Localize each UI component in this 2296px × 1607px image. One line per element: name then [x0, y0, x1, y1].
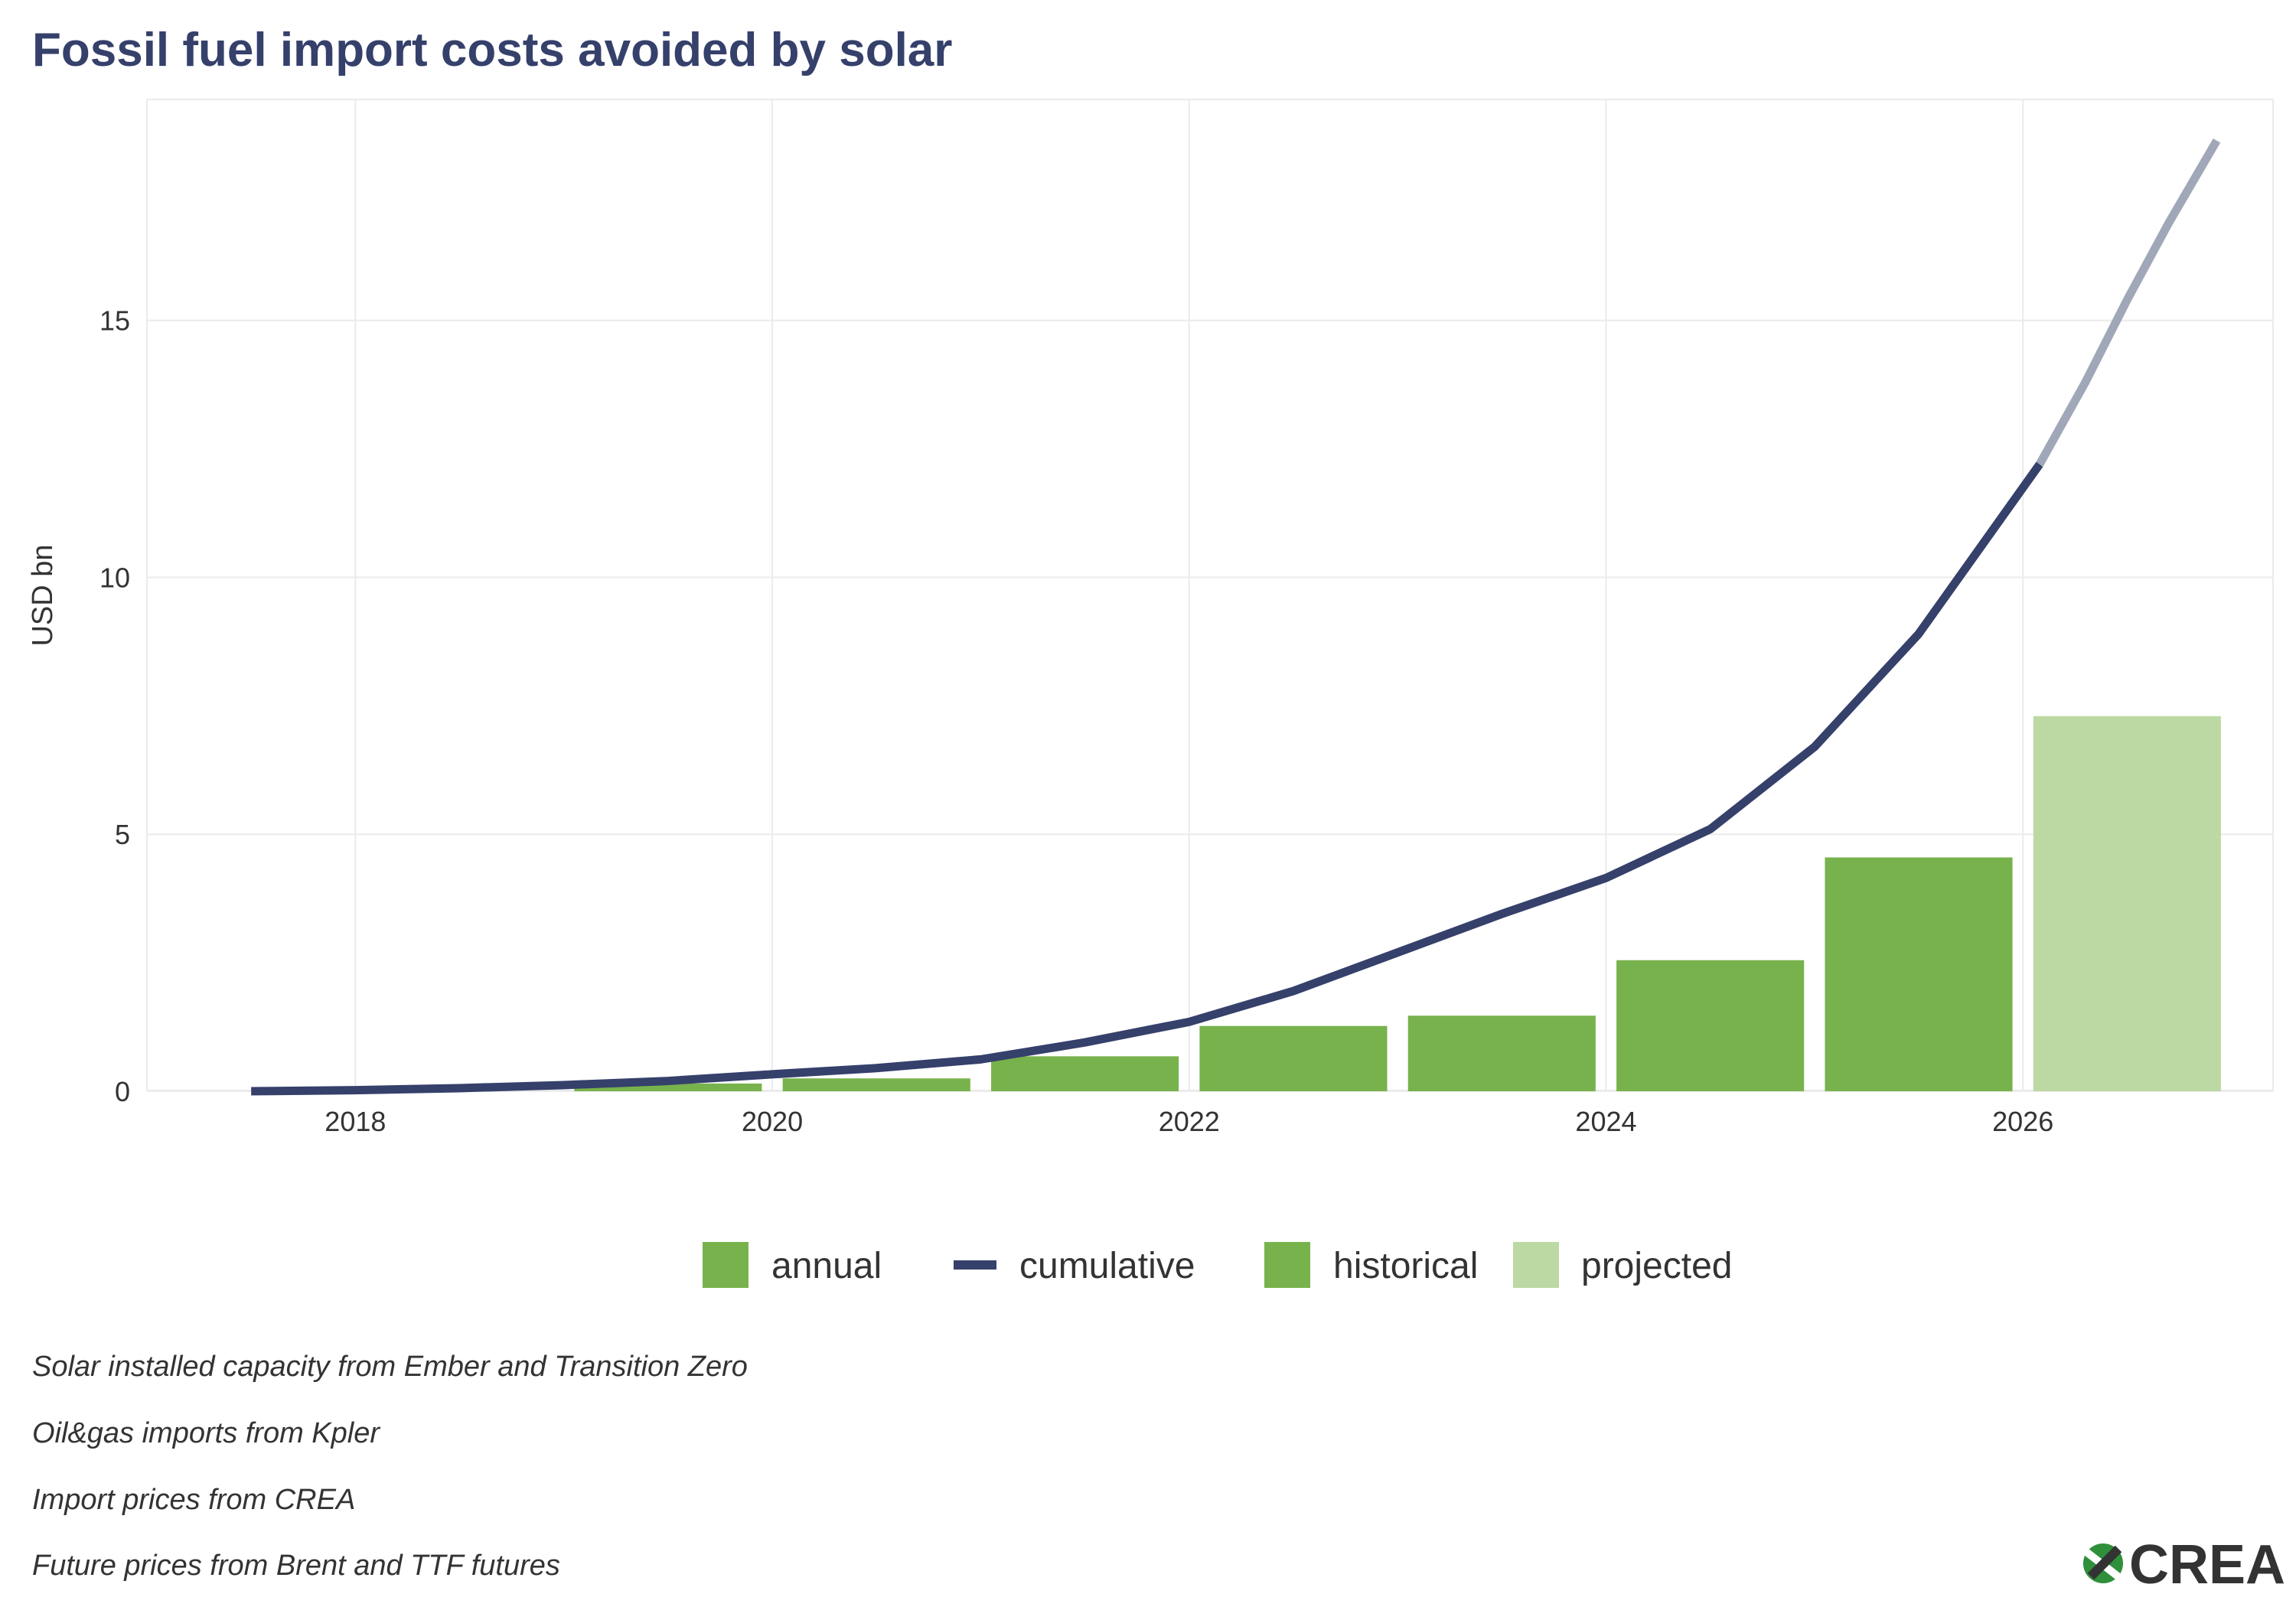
legend: annual cumulative historical projected	[703, 1242, 1732, 1288]
bar-historical	[1616, 960, 1805, 1091]
legend-entry-annual: annual	[703, 1242, 882, 1288]
cumulative-lines	[251, 138, 2221, 1096]
x-tick-label: 2020	[742, 1106, 803, 1137]
x-tick-label: 2022	[1159, 1106, 1220, 1137]
y-tick-label: 0	[115, 1076, 130, 1107]
chart-title: Fossil fuel import costs avoided by sola…	[32, 24, 952, 77]
y-tick-label: 15	[99, 305, 130, 337]
crea-logo-icon	[2083, 1543, 2123, 1583]
caption-imports-source: Oil&gas imports from Kpler	[32, 1417, 380, 1449]
bar-projected	[2033, 715, 2221, 1091]
bar-historical	[1199, 1025, 1388, 1091]
bars	[574, 715, 2221, 1091]
y-axis-label: USD bn	[27, 544, 59, 646]
legend-label-annual: annual	[771, 1246, 882, 1286]
legend-label-projected: projected	[1581, 1246, 1732, 1286]
bar-historical	[782, 1078, 970, 1091]
captions: Solar installed capacity from Ember and …	[32, 1351, 748, 1582]
legend-label-cumulative: cumulative	[1019, 1246, 1195, 1286]
legend-swatch-historical	[1264, 1242, 1310, 1288]
y-tick-label: 10	[99, 562, 130, 593]
legend-label-historical: historical	[1333, 1246, 1478, 1286]
caption-prices-source: Import prices from CREA	[32, 1484, 355, 1516]
crea-logo: CREA	[2083, 1534, 2285, 1596]
x-tick-label: 2026	[1992, 1106, 2053, 1137]
bar-historical	[574, 1083, 762, 1091]
y-tick-label: 5	[115, 819, 130, 850]
x-tick-label: 2018	[325, 1106, 386, 1137]
legend-swatch-annual	[703, 1242, 748, 1288]
x-tick-label: 2024	[1575, 1106, 1636, 1137]
crea-logo-text: CREA	[2129, 1534, 2285, 1596]
bar-historical	[1407, 1015, 1596, 1091]
caption-capacity-source: Solar installed capacity from Ember and …	[32, 1351, 748, 1383]
bar-historical	[991, 1056, 1179, 1091]
legend-swatch-projected	[1513, 1242, 1559, 1288]
bar-historical	[1825, 857, 2013, 1091]
cumulative-line-projected	[2036, 138, 2221, 467]
axis-labels: 2018 2020 2022 2024 2026 0 5 10 15	[99, 305, 2053, 1137]
caption-futures-source: Future prices from Brent and TTF futures	[32, 1550, 560, 1582]
legend-entry-historical: historical	[1264, 1242, 1478, 1288]
legend-entry-projected: projected	[1513, 1242, 1732, 1288]
cumulative-line-historical	[251, 461, 2043, 1096]
legend-entry-cumulative: cumulative	[954, 1246, 1195, 1286]
